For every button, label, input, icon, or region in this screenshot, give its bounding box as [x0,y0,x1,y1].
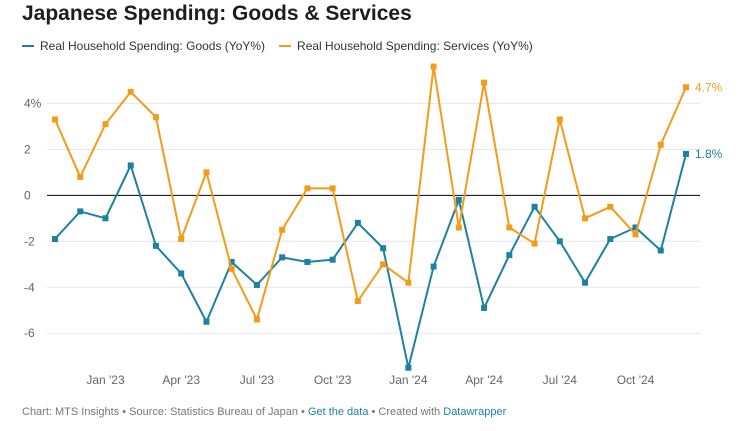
data-point-goods [481,304,488,311]
data-point-goods [102,215,109,222]
data-point-services [253,316,260,323]
datawrapper-link[interactable]: Datawrapper [443,406,507,418]
data-point-services [52,116,58,123]
x-tick-label: Apr '24 [465,373,503,387]
y-tick-label: -6 [24,326,35,340]
data-point-services [455,224,462,231]
series-line-goods [54,153,687,369]
legend-label-services: Real Household Spending: Services (YoY%) [297,39,533,53]
data-point-goods [329,256,336,263]
data-point-goods [52,235,58,242]
x-tick-label: Jan '24 [389,373,428,387]
data-point-services [304,185,311,192]
data-point-services [228,265,235,272]
x-tick-label: Jul '23 [240,373,275,387]
end-label-goods: 1.8% [695,147,723,161]
x-tick-label: Oct '23 [314,373,352,387]
data-point-services [531,240,538,247]
footer-separator: • [119,406,130,418]
data-point-goods [556,238,563,245]
data-point-services [380,261,387,268]
y-tick-label: -4 [24,280,35,294]
data-point-goods [430,263,437,270]
data-point-goods [607,235,614,242]
footer-chart-by: Chart: MTS Insights [22,406,120,418]
footer-created-with: Created with [378,406,441,418]
data-point-goods [77,208,84,215]
series-line-services [54,65,687,321]
data-point-goods [455,196,462,203]
data-point-services [556,116,563,123]
data-point-goods [304,258,311,265]
y-tick-label: 4% [24,96,42,110]
data-point-services [607,203,614,210]
legend-swatch-goods [22,45,34,47]
data-point-services [203,169,210,176]
data-point-goods [405,364,412,371]
legend: Real Household Spending: Goods (YoY%) Re… [22,39,533,53]
data-point-goods [657,247,664,254]
data-point-services [632,231,639,238]
data-point-goods [531,203,538,210]
data-point-services [582,215,589,222]
data-point-services [127,88,134,95]
data-point-services [279,226,286,233]
y-tick-label: 0 [24,188,31,202]
data-point-services [178,235,185,242]
data-point-goods [253,281,260,288]
data-point-goods [380,245,387,252]
data-point-goods [279,254,286,261]
data-point-services [506,224,513,231]
legend-swatch-services [279,45,292,47]
data-point-services [77,173,84,180]
data-point-goods [632,224,639,231]
end-label-services: 4.7% [695,80,723,94]
x-tick-label: Jul '24 [543,373,578,387]
x-tick-label: Oct '24 [617,373,655,387]
data-point-services [430,63,437,70]
footer-source: Source: Statistics Bureau of Japan [129,406,298,418]
x-tick-label: Apr '23 [162,373,200,387]
legend-label-goods: Real Household Spending: Goods (YoY%) [40,39,266,53]
y-tick-label: -2 [24,234,35,248]
get-the-data-link[interactable]: Get the data [307,406,369,418]
legend-item-services: Real Household Spending: Services (YoY%) [279,39,533,53]
data-point-services [405,279,412,286]
footer-separator: • [368,406,379,418]
data-point-goods [582,279,589,286]
x-tick-label: Jan '23 [86,373,125,387]
footer-separator: • [297,406,308,418]
data-point-services [329,185,336,192]
data-point-goods [354,219,361,226]
data-point-goods [228,258,235,265]
legend-item-goods: Real Household Spending: Goods (YoY%) [22,39,265,53]
data-point-goods [683,150,689,157]
data-point-services [152,114,159,121]
data-point-goods [506,252,513,259]
data-point-services [683,84,689,91]
data-point-services [354,298,361,305]
data-point-goods [127,162,134,169]
y-tick-label: 2 [24,142,31,156]
footer: Chart: MTS Insights • Source: Statistics… [22,406,506,418]
data-point-goods [203,318,210,325]
data-point-goods [152,242,159,249]
data-point-services [481,79,488,86]
data-point-services [657,141,664,148]
chart-title: Japanese Spending: Goods & Services [22,2,412,25]
data-point-goods [178,270,185,277]
data-point-services [102,121,109,128]
